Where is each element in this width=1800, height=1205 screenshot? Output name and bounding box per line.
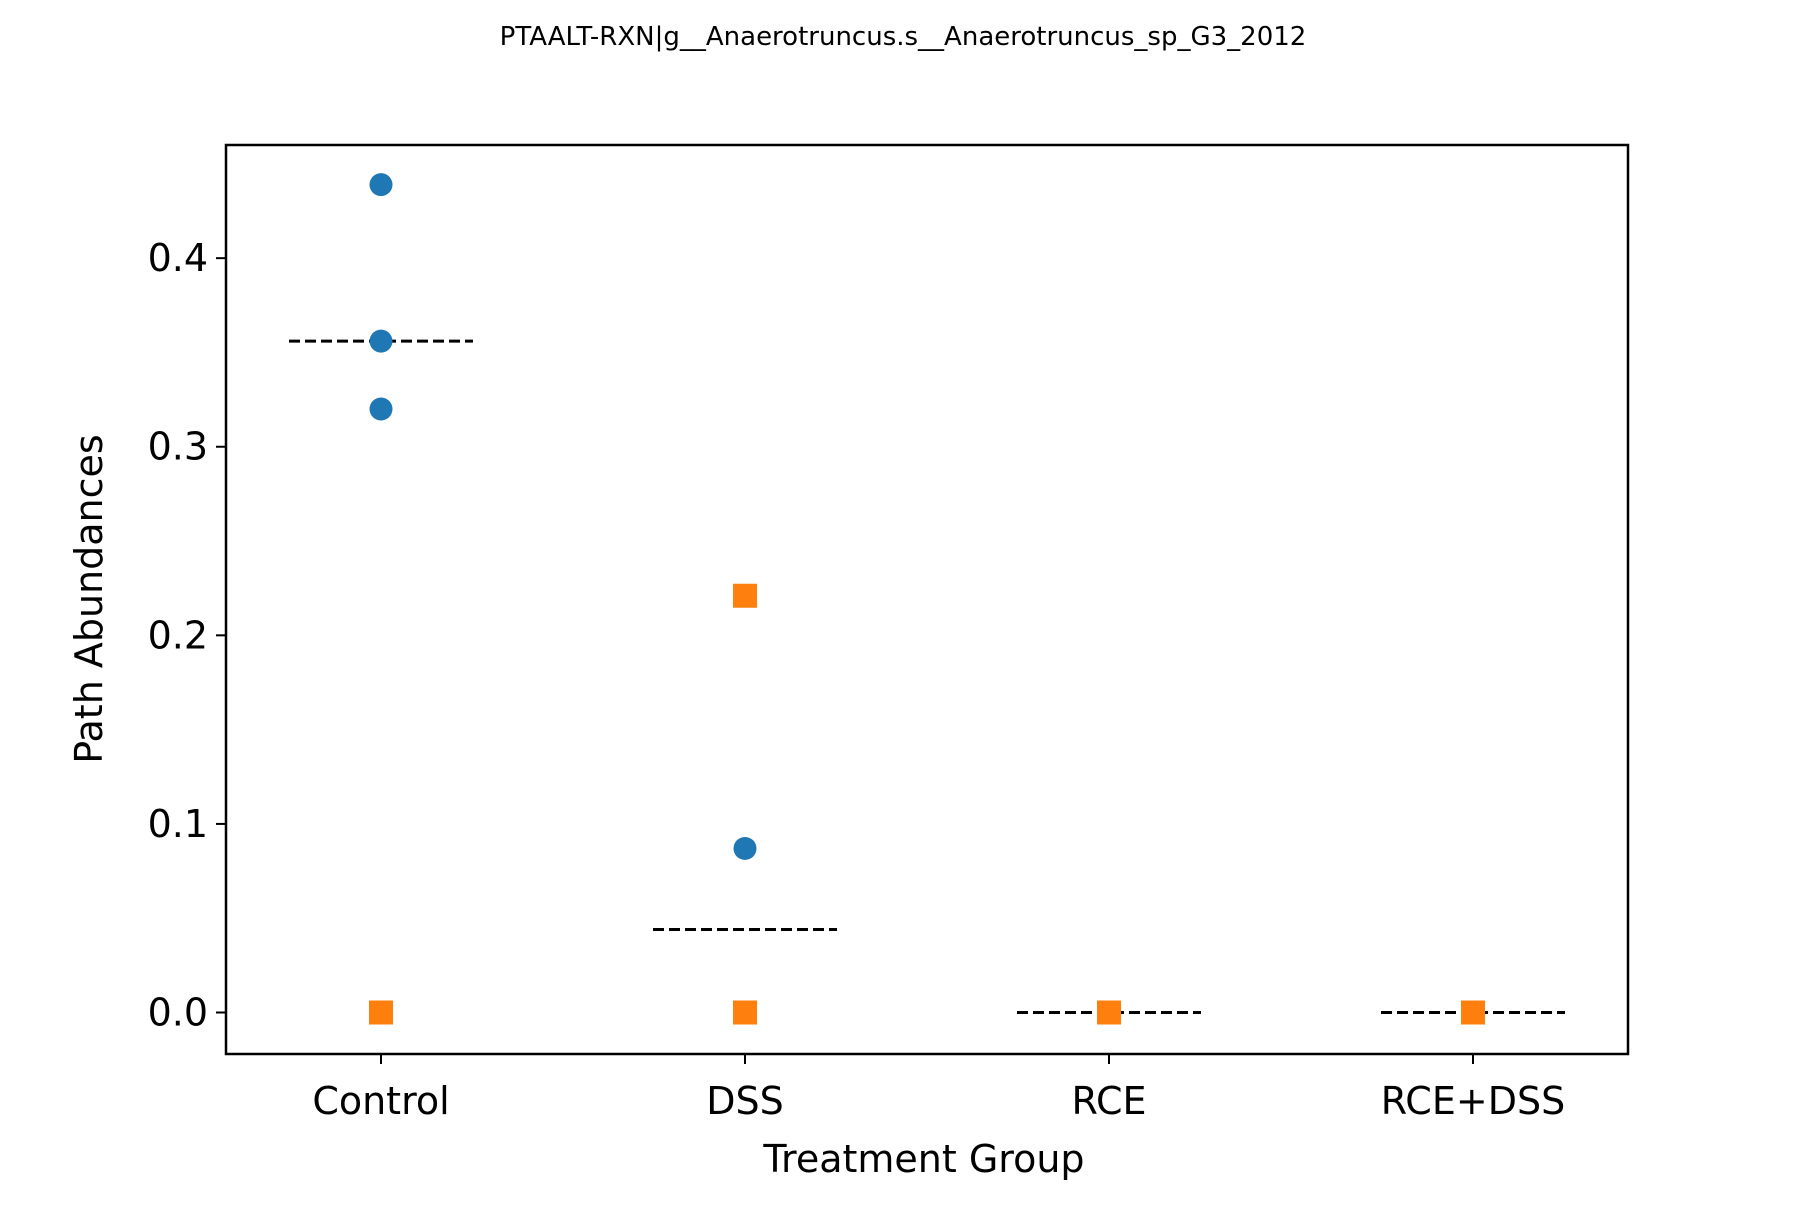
data-point-circle	[369, 397, 393, 421]
data-point-circle	[733, 836, 757, 860]
y-axis-label: Path Abundances	[67, 434, 111, 763]
y-tick-label: 0.4	[148, 236, 208, 280]
x-tick-label: DSS	[706, 1079, 784, 1123]
x-tick-label: RCE+DSS	[1381, 1079, 1565, 1123]
y-tick-label: 0.1	[148, 802, 208, 846]
x-tick-label: Control	[312, 1079, 449, 1123]
plot-area: 0.0 0.1 0.2 0.3 0.4 Control DSS RCE RCE+DSS	[148, 143, 1630, 1123]
y-tick-label: 0.0	[148, 991, 208, 1035]
x-axis-label: Treatment Group	[762, 1137, 1084, 1181]
y-tick-label: 0.2	[148, 613, 208, 657]
data-point-square	[733, 583, 757, 608]
data-point-circle	[369, 329, 393, 353]
data-point-square	[733, 1000, 757, 1025]
chart-title: PTAALT-RXN|g__Anaerotruncus.s__Anaerotru…	[500, 22, 1307, 52]
data-point-square	[369, 1000, 393, 1025]
y-tick-label: 0.3	[148, 425, 208, 469]
data-point-circle	[369, 173, 393, 197]
data-point-square	[1461, 1000, 1485, 1025]
x-tick-label: RCE	[1071, 1079, 1146, 1123]
plot-frame	[224, 143, 1630, 1056]
data-point-square	[1097, 1000, 1121, 1025]
